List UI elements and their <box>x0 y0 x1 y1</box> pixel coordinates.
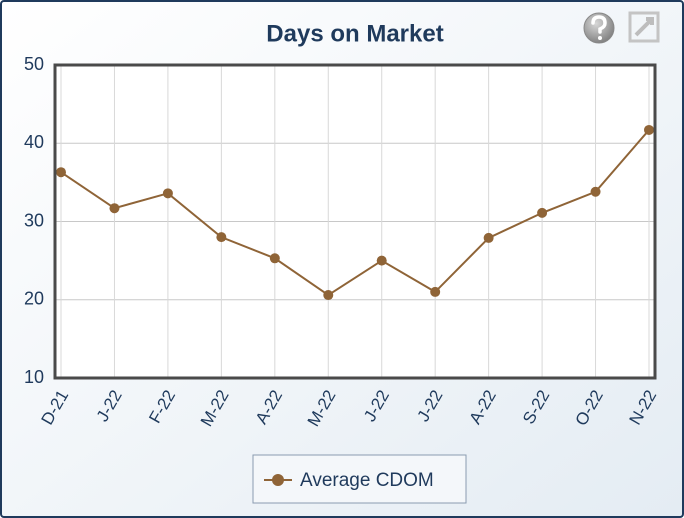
series-line <box>60 129 650 297</box>
data-point <box>376 255 387 266</box>
data-point <box>323 290 334 301</box>
settings-icon[interactable] <box>628 11 660 43</box>
data-point <box>109 203 120 214</box>
data-point <box>483 232 494 243</box>
help-icon[interactable] <box>583 12 615 44</box>
y-tick-label: 30 <box>24 210 44 230</box>
data-point <box>644 124 654 135</box>
data-point <box>590 186 601 197</box>
data-point <box>162 188 173 199</box>
legend[interactable]: Average CDOM <box>252 454 467 504</box>
legend-marker <box>272 474 284 486</box>
plot-border <box>53 63 657 380</box>
data-point <box>269 253 280 264</box>
data-point <box>216 232 227 243</box>
data-point <box>56 167 66 178</box>
legend-label: Average CDOM <box>300 470 434 491</box>
y-tick-label: 40 <box>24 132 44 152</box>
data-point <box>537 207 548 218</box>
y-tick-label: 50 <box>24 54 44 74</box>
y-tick-label: 10 <box>24 367 44 387</box>
y-tick-label: 20 <box>24 289 44 309</box>
chart-title: Days on Market <box>266 20 443 47</box>
data-point <box>430 286 441 297</box>
